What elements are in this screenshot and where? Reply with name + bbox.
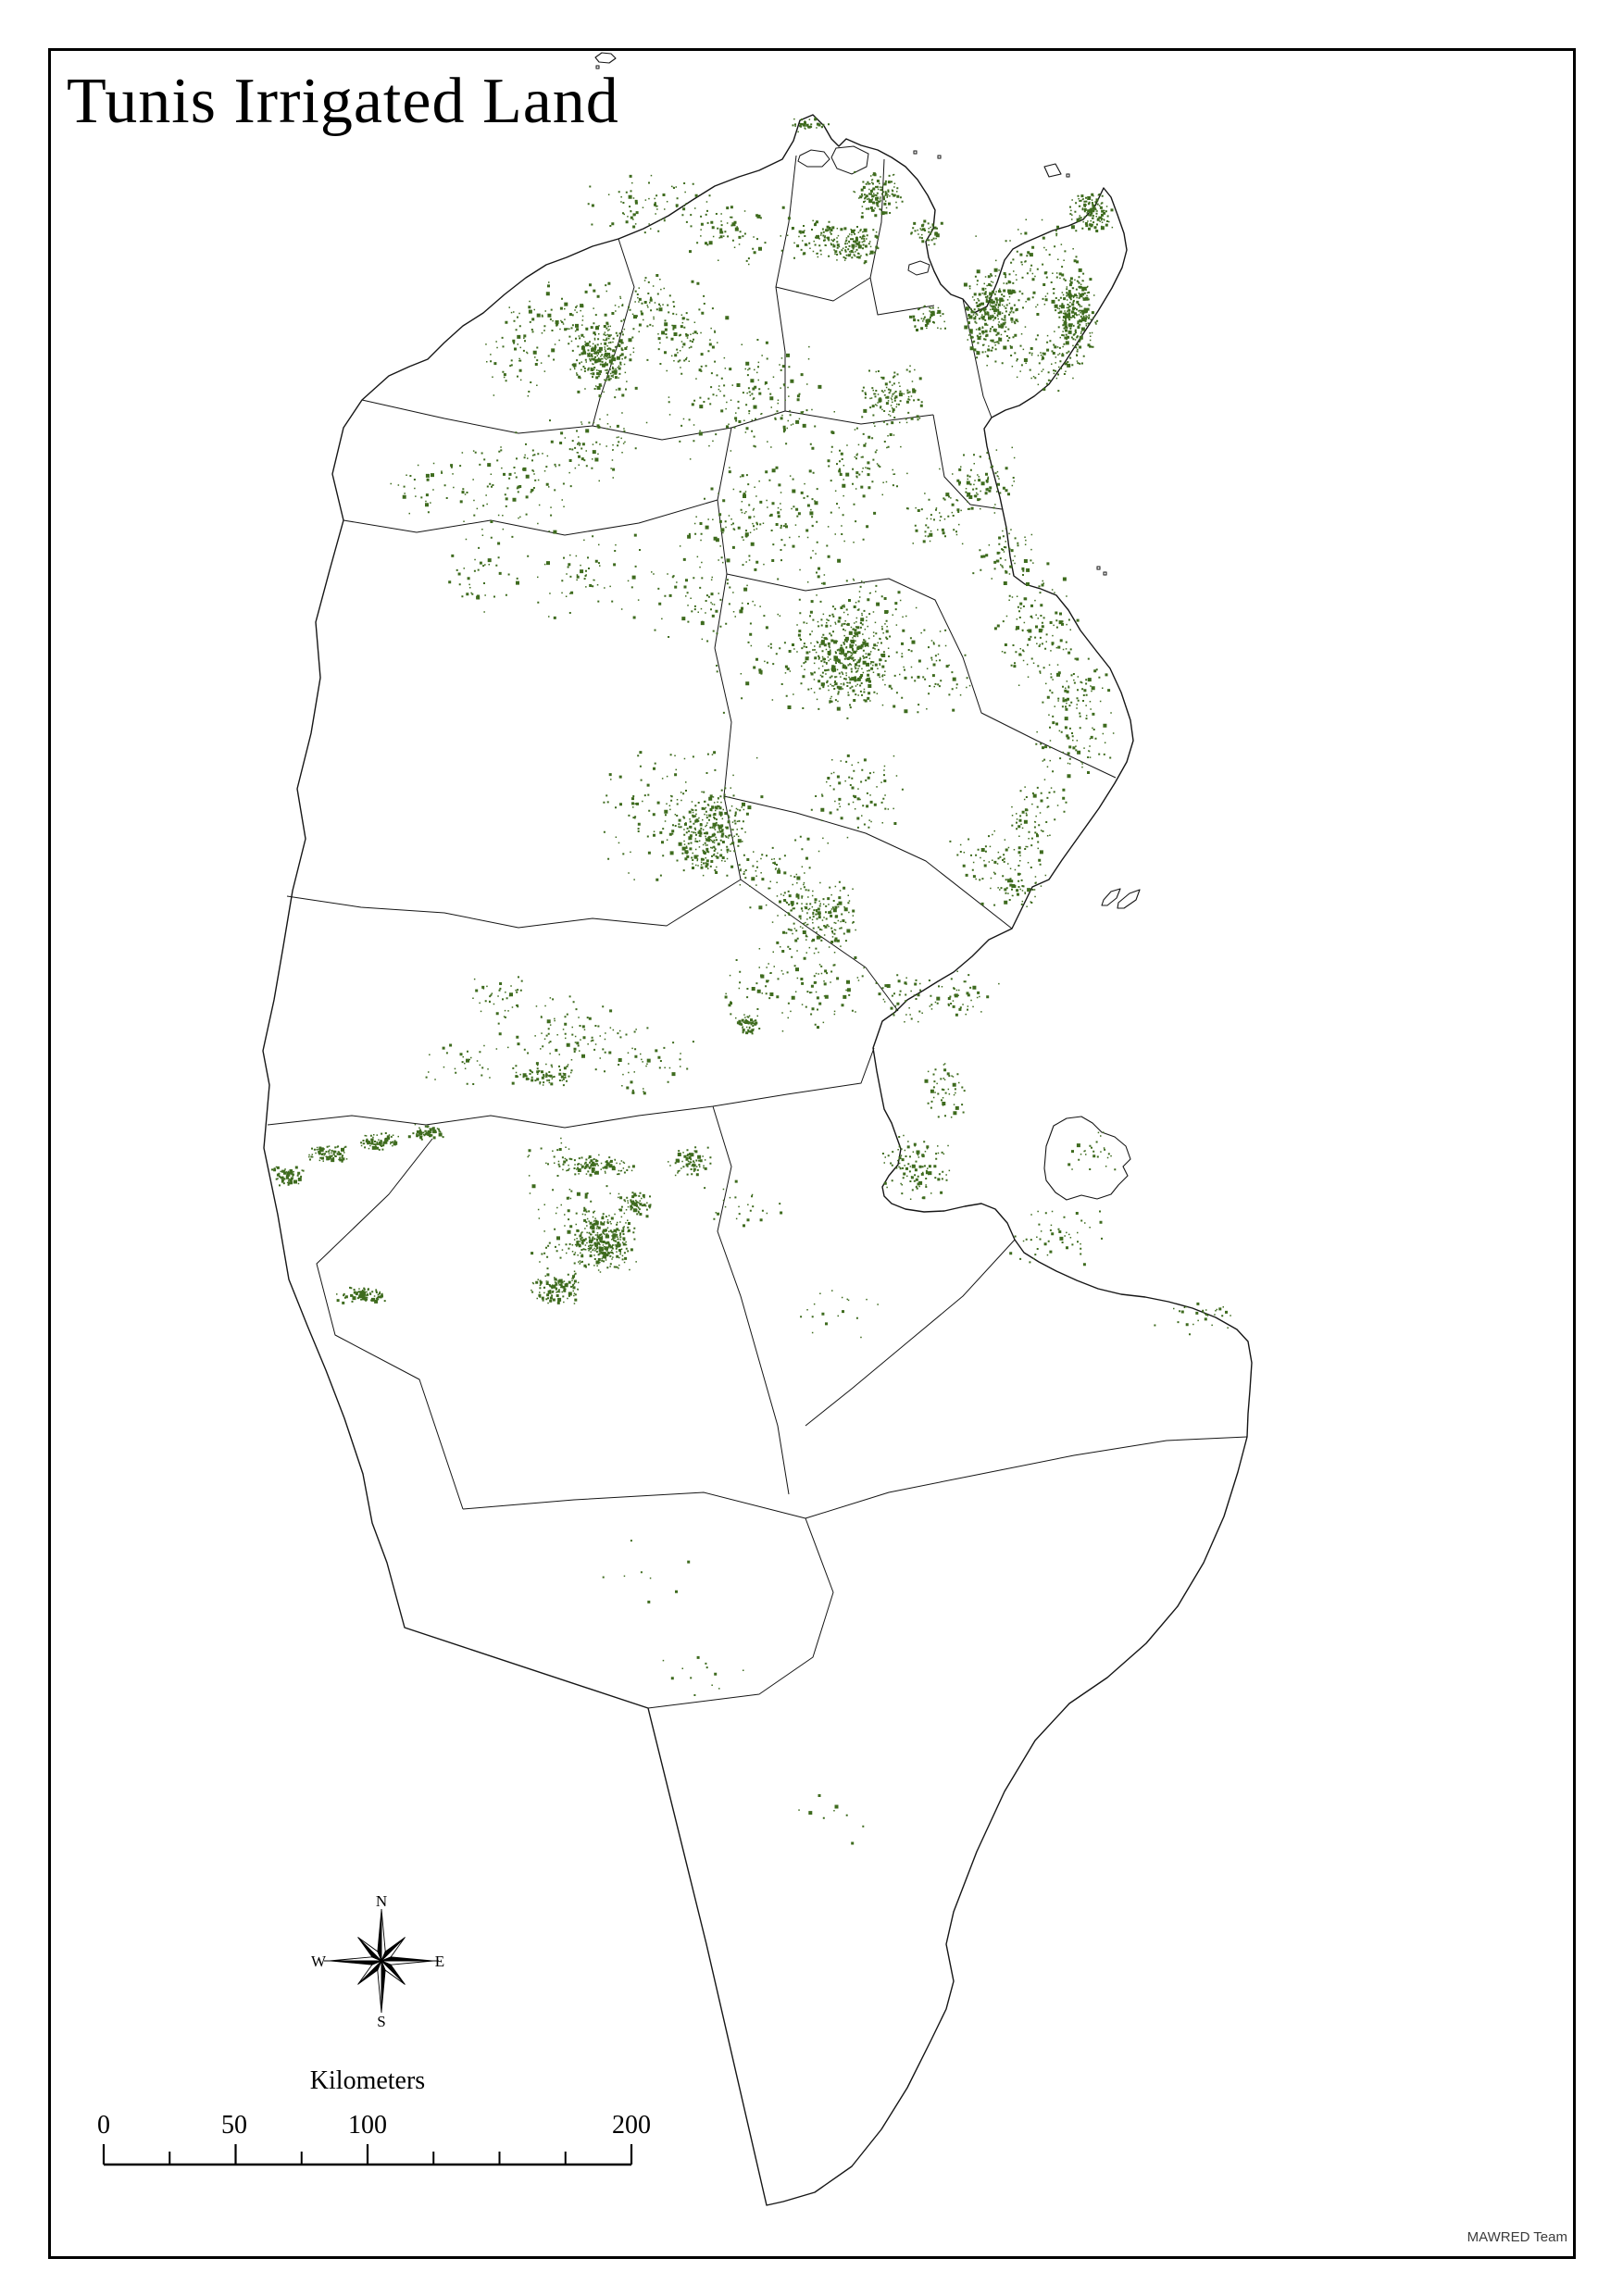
governorate-boundary [805, 1239, 1016, 1427]
scalebar-title: Kilometers [309, 2066, 426, 2095]
compass-north-label: N [375, 1892, 388, 1910]
djerba [1043, 1116, 1131, 1201]
compass-rose-light-ray [357, 1937, 382, 1962]
governorate-boundary [740, 879, 899, 1012]
compass-rose-dark-ray [381, 1960, 386, 2014]
governorate-boundary [962, 298, 993, 418]
scalebar-label-100: 100 [348, 2111, 387, 2140]
country-outline [262, 114, 1253, 2206]
governorate-boundary [932, 414, 1003, 510]
governorate-boundary [462, 1491, 834, 1709]
scalebar-label-200: 200 [612, 2111, 651, 2140]
credit-text: MAWRED Team [1467, 2229, 1567, 2245]
compass-south-label: S [377, 2013, 386, 2030]
governorate-boundary [712, 1105, 790, 1495]
compass-west-label: W [310, 1953, 327, 1970]
tunis-lagoon [907, 260, 930, 276]
kerkennah-west [1101, 888, 1121, 906]
governorate-boundary [726, 573, 1117, 779]
governorate-boundary [316, 1138, 464, 1510]
governorate-boundary [286, 879, 742, 929]
scalebar-label-0: 0 [97, 2111, 110, 2140]
governorate-boundary [714, 427, 732, 649]
governorate-boundary [723, 795, 1013, 930]
islet [913, 150, 918, 155]
islet [937, 155, 942, 159]
governorate-boundary [592, 238, 635, 427]
lake-ichkeul [797, 149, 830, 168]
governorate-boundary [343, 499, 718, 536]
islet [1066, 173, 1070, 178]
governorate-boundary [805, 1436, 1248, 1519]
zembra [1043, 163, 1062, 178]
governorate-boundary [592, 410, 786, 441]
governorate-boundary [784, 410, 934, 425]
map-frame-border [48, 48, 1576, 2259]
page-title: Tunis Irrigated Land [67, 66, 619, 137]
islet [595, 65, 600, 69]
governorate-boundary [361, 399, 593, 434]
scalebar-label-50: 50 [221, 2111, 247, 2140]
la-galite [594, 52, 617, 64]
kerkennah-east [1117, 889, 1141, 909]
compass-rose-dark-ray [329, 1960, 382, 1965]
islet [1103, 571, 1107, 576]
governorate-boundary [267, 1047, 875, 1129]
lake-bizerte [830, 145, 869, 175]
compass-rose-dark-ray [381, 1956, 434, 1962]
governorate-boundary [775, 277, 871, 302]
islet [1096, 566, 1101, 570]
compass-east-label: E [434, 1953, 445, 1970]
